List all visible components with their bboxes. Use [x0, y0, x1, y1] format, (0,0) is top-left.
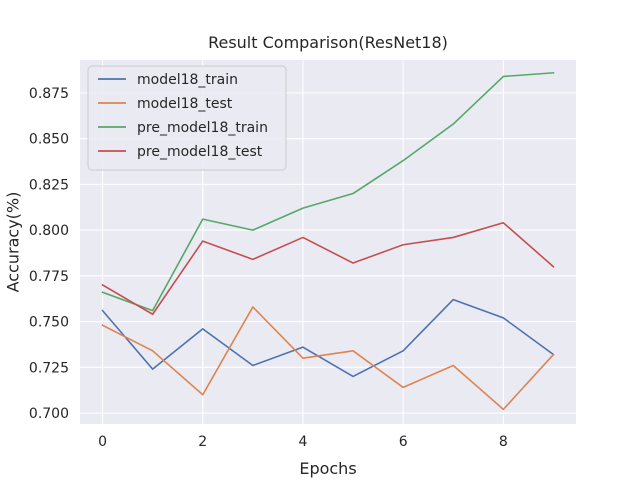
legend: model18_train model18_test pre_model18_tra… — [87, 65, 287, 171]
y-tick-label: 0.850 — [29, 132, 69, 148]
y-tick-label: 0.700 — [29, 406, 69, 422]
series-line-model18-test — [101, 306, 555, 411]
x-axis: 0 2 4 6 8 — [98, 434, 508, 450]
legend-label: pre_model18_test — [137, 144, 263, 160]
x-tick-label: 4 — [298, 434, 307, 450]
series-line-pre-model18-train — [101, 71, 555, 312]
y-tick-label: 0.775 — [29, 269, 69, 285]
x-tick-label: 8 — [499, 434, 508, 450]
y-tick-label: 0.725 — [29, 360, 69, 376]
y-axis-label: Accuracy(%) — [4, 192, 23, 293]
series-layer — [101, 71, 555, 411]
chart-title: Result Comparison(ResNet18) — [208, 33, 448, 52]
legend-label: model18_train — [137, 72, 238, 88]
x-tick-label: 2 — [198, 434, 207, 450]
x-tick-label: 0 — [98, 434, 107, 450]
legend-label: model18_test — [137, 96, 233, 112]
legend-box — [87, 65, 287, 171]
y-tick-label: 0.800 — [29, 223, 69, 239]
x-axis-label: Epochs — [299, 459, 356, 478]
x-tick-label: 6 — [399, 434, 408, 450]
y-tick-label: 0.875 — [29, 86, 69, 102]
y-tick-label: 0.825 — [29, 177, 69, 193]
series-line-model18-train — [101, 298, 555, 378]
series-line-pre-model18-test — [101, 221, 555, 316]
legend-label: pre_model18_train — [137, 120, 268, 136]
y-tick-label: 0.750 — [29, 315, 69, 331]
y-axis: 0.700 0.725 0.750 0.775 0.800 0.825 0.850 0.875 — [29, 86, 69, 422]
